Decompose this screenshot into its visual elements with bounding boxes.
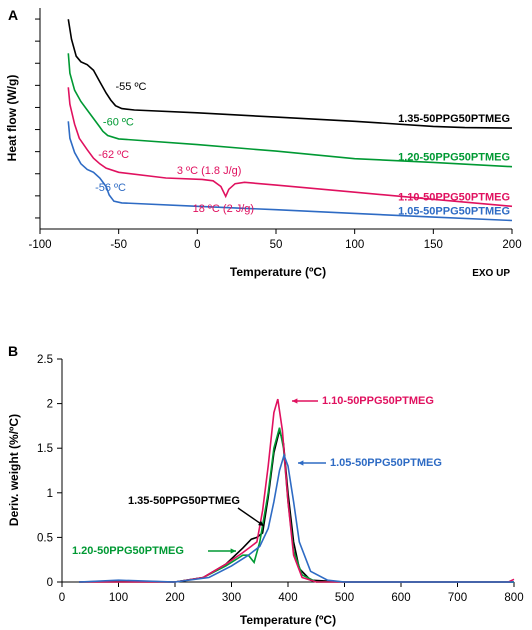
panel-a-annotation-4: 18 ºC (2 J/g) bbox=[193, 203, 254, 215]
panel-a-xtick-label: 50 bbox=[270, 239, 283, 251]
panel-b-xtick-label: 100 bbox=[109, 592, 128, 604]
panel-b-ytick-label: 0.5 bbox=[37, 532, 53, 544]
panel-b-callout-arrowhead-2 bbox=[292, 398, 298, 404]
panel-a-series-line-3 bbox=[67, 121, 513, 222]
panel-a-xtick-label: -50 bbox=[110, 239, 127, 251]
panel-b-callout-arrowhead-0 bbox=[258, 520, 264, 526]
panel-b-series-line-3 bbox=[78, 452, 514, 583]
panel-b-xlabel: Temperature (ºC) bbox=[240, 613, 336, 627]
panel-a-xtick-label: 0 bbox=[194, 239, 200, 251]
panel-b-series-line-1 bbox=[79, 427, 514, 583]
panel-a-annotation-5: -56 ºC bbox=[95, 182, 126, 194]
panel-b-ytick-label: 1.5 bbox=[37, 443, 53, 455]
panel-b-xtick-label: 200 bbox=[165, 592, 184, 604]
panel-a-annotation-3: 3 ºC (1.8 J/g) bbox=[177, 165, 242, 177]
panel-a-plot: -100 -50 0 50 100 150 200 -55 ºC -60 ºC -62 ºC 3 … bbox=[5, 8, 522, 279]
panel-b-plot: 0 0.5 1 1.5 2 2.5 0 100 200 300 400 500 600 700 800 1… bbox=[7, 354, 524, 627]
panel-a-corner-note: EXO UP bbox=[472, 268, 510, 279]
panel-a-xtick-label: -100 bbox=[28, 239, 51, 251]
panel-b-callout-arrowhead-1 bbox=[230, 548, 236, 554]
panel-a-series-label-2: 1.10-50PPG50PTMEG bbox=[398, 191, 510, 203]
panel-a-ylabel: Heat flow (W/g) bbox=[5, 75, 19, 162]
panel-b-series-line-2 bbox=[79, 398, 515, 583]
panel-a-series-label-0: 1.35-50PPG50PTMEG bbox=[398, 113, 510, 125]
panel-b-xtick-label: 400 bbox=[278, 592, 297, 604]
panel-a-annotation-1: -60 ºC bbox=[103, 117, 134, 129]
panel-b-ytick-label: 2 bbox=[47, 399, 53, 411]
panel-b-series-label-2: 1.10-50PPG50PTMEG bbox=[322, 395, 434, 407]
panel-b-ytick-label: 2.5 bbox=[37, 354, 53, 366]
panel-b-xtick-label: 700 bbox=[448, 592, 467, 604]
panel-a-xtick-label: 150 bbox=[424, 239, 443, 251]
panel-a-series-label-3: 1.05-50PPG50PTMEG bbox=[398, 206, 510, 218]
panel-a-letter: A bbox=[8, 7, 18, 23]
panel-b-xtick-label: 300 bbox=[222, 592, 241, 604]
panel-b-ylabel: Deriv. weight (%/ºC) bbox=[7, 414, 21, 526]
panel-a-series-line-2 bbox=[67, 87, 513, 208]
panel-b-callout-arrowhead-3 bbox=[298, 460, 304, 466]
panel-b-letter: B bbox=[8, 343, 18, 359]
panel-b-series-label-1: 1.20-50PPG50PTMEG bbox=[72, 545, 184, 557]
panel-a-xtick-label: 100 bbox=[345, 239, 364, 251]
panel-a-annotation-0: -55 ºC bbox=[116, 81, 147, 93]
panel-b-xtick-label: 500 bbox=[335, 592, 354, 604]
panel-b-xtick-label: 0 bbox=[59, 592, 65, 604]
panel-b-series-label-3: 1.05-50PPG50PTMEG bbox=[330, 457, 442, 469]
panel-a-series-line-1 bbox=[67, 53, 513, 168]
panel-b-ytick-label: 0 bbox=[47, 577, 53, 589]
panel-a-xlabel: Temperature (ºC) bbox=[230, 265, 326, 279]
panel-b-ytick-label: 1 bbox=[47, 488, 53, 500]
panel-b-xtick-label: 600 bbox=[391, 592, 410, 604]
panel-a-series-label-1: 1.20-50PPG50PTMEG bbox=[398, 152, 510, 164]
panel-a-xtick-label: 200 bbox=[502, 239, 521, 251]
panel-b-series-label-0: 1.35-50PPG50PTMEG bbox=[128, 495, 240, 507]
panel-a-series-line-0 bbox=[67, 19, 513, 129]
panel-b-xtick-label: 800 bbox=[504, 592, 523, 604]
panel-a-annotation-2: -62 ºC bbox=[98, 149, 129, 161]
